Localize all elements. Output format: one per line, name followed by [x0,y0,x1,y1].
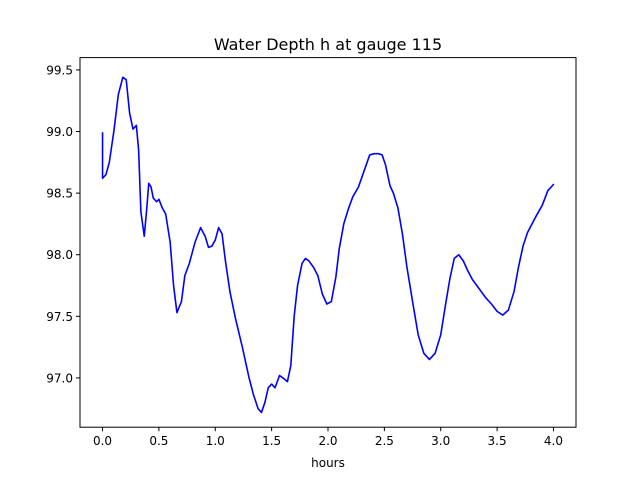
x-tick-label: 1.0 [206,434,225,448]
x-tick-label: 2.5 [375,434,394,448]
x-axis-label: hours [311,456,345,470]
x-tick-label: 0.5 [149,434,168,448]
y-tick-label: 97.0 [46,371,73,385]
x-tick-label: 2.0 [318,434,337,448]
x-tick-label: 3.0 [431,434,450,448]
y-tick-label: 98.5 [46,187,73,201]
y-tick-label: 99.0 [46,125,73,139]
x-tick-label: 4.0 [544,434,563,448]
y-tick-label: 97.5 [46,310,73,324]
y-tick-label: 99.5 [46,63,73,77]
x-axis-ticks: 0.0 0.5 1.0 1.5 2.0 2.5 3.0 3.5 4.0 [93,427,563,448]
y-axis-ticks: 97.0 97.5 98.0 98.5 99.0 99.5 [46,63,80,385]
y-tick-label: 98.0 [46,248,73,262]
x-tick-label: 0.0 [93,434,112,448]
series-line [101,76,555,414]
x-tick-label: 1.5 [262,434,281,448]
chart-title: Water Depth h at gauge 115 [214,35,442,54]
x-tick-label: 3.5 [488,434,507,448]
